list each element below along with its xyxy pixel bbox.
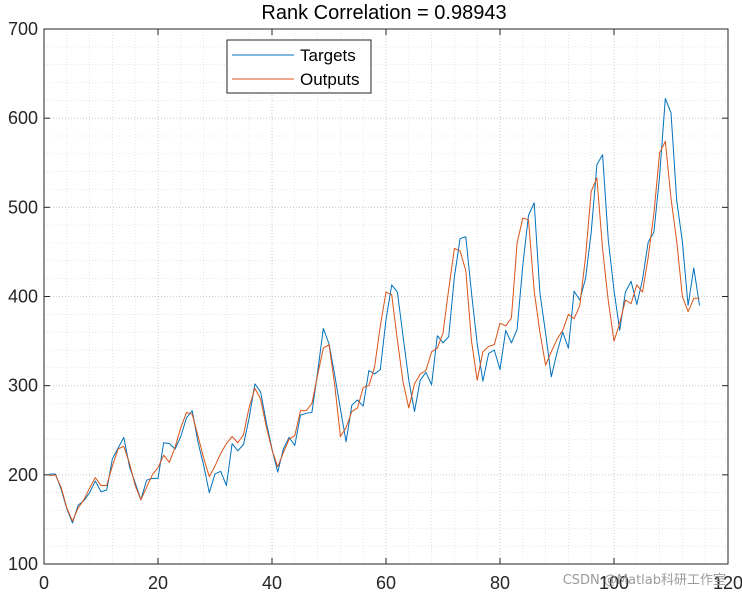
watermark: CSDN @Matlab科研工作室 bbox=[563, 572, 726, 588]
legend-box bbox=[226, 39, 372, 94]
x-tick-label: 100 bbox=[599, 573, 629, 593]
legend: Targets Outputs bbox=[226, 39, 372, 94]
x-tick-label: 0 bbox=[39, 573, 49, 593]
legend-label: Targets bbox=[300, 46, 356, 65]
series-line-targets bbox=[49, 98, 700, 524]
y-tick-label: 100 bbox=[8, 554, 38, 574]
y-tick-label: 700 bbox=[8, 19, 38, 39]
legend-label: Outputs bbox=[300, 70, 360, 89]
y-tick-label: 300 bbox=[8, 376, 38, 396]
y-tick-label: 400 bbox=[8, 287, 38, 307]
series-lines bbox=[49, 98, 700, 524]
y-tick-label: 500 bbox=[8, 197, 38, 217]
x-tick-labels: 0 20 40 60 80 100 120 bbox=[39, 573, 742, 593]
series-line-outputs bbox=[49, 140, 700, 522]
y-tick-label: 200 bbox=[8, 465, 38, 485]
chart-title: Rank Correlation = 0.98943 bbox=[261, 2, 506, 24]
x-tick-label: 80 bbox=[490, 573, 510, 593]
x-tick-label: 60 bbox=[376, 573, 396, 593]
x-tick-label: 40 bbox=[262, 573, 282, 593]
x-tick-label: 20 bbox=[148, 573, 168, 593]
x-tick-label: 120 bbox=[713, 573, 742, 593]
axis-ticks bbox=[43, 28, 729, 565]
y-tick-label: 600 bbox=[8, 108, 38, 128]
y-tick-labels: 100 200 300 400 500 600 700 bbox=[8, 19, 38, 574]
